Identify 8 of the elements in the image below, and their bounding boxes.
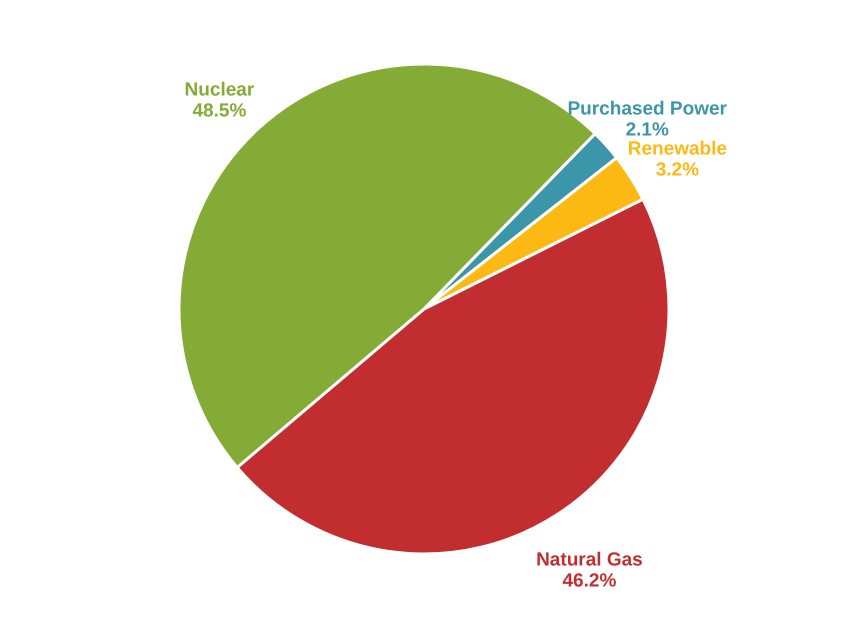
data-label: 48.5% [192,100,246,122]
slice-label: Nuclear [184,80,255,101]
slice-label: Renewable [628,138,727,160]
data-label: 46.2% [562,570,616,592]
data-label: 2.1% [626,120,669,141]
slice-label: Purchased Power [567,98,728,120]
data-label: 3.2% [656,159,700,180]
slice-label: Natural Gas [536,549,643,570]
